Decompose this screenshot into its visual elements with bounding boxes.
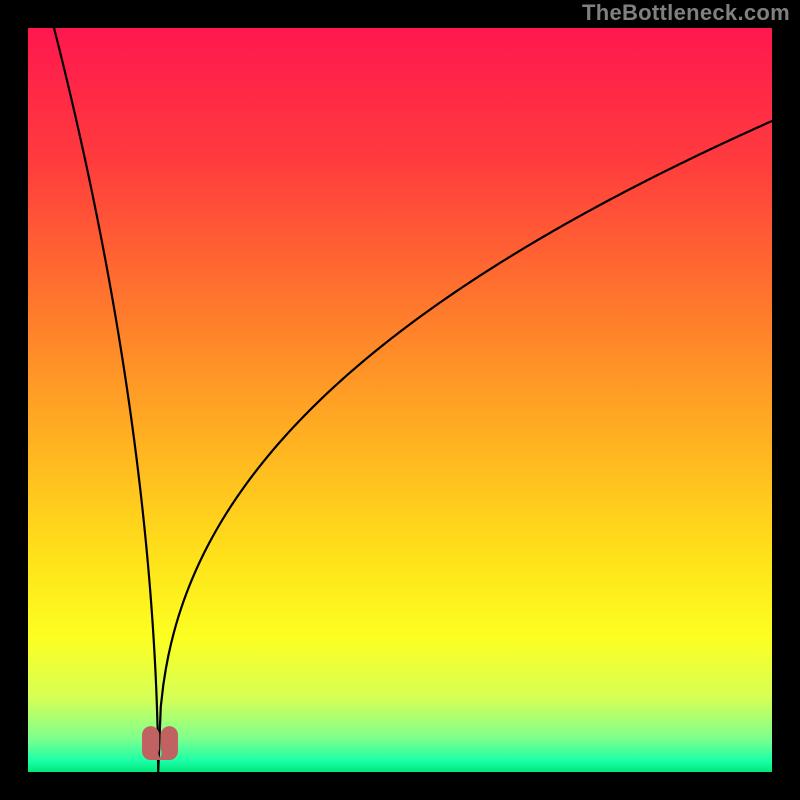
bottleneck-curve	[28, 28, 772, 772]
watermark-text: TheBottleneck.com	[582, 0, 790, 26]
chart-frame: TheBottleneck.com	[0, 0, 800, 800]
optimal-point-marker	[142, 724, 178, 756]
plot-area	[28, 28, 772, 772]
